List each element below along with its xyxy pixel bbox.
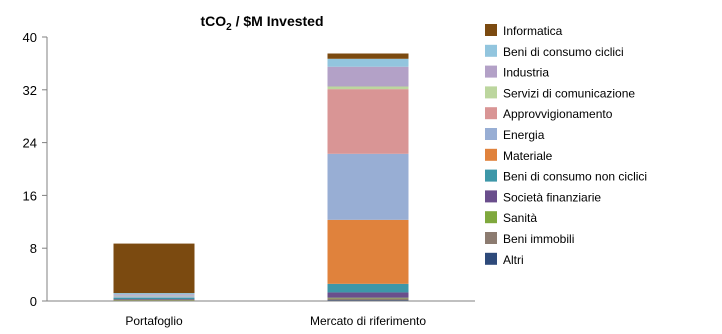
legend-item: Beni di consumo non ciclici: [485, 169, 647, 184]
legend-swatch: [485, 44, 497, 57]
chart-title: tCO2 / $M Invested: [200, 13, 323, 33]
y-tick-label: 0: [30, 294, 37, 309]
legend-label: Sanità: [503, 211, 537, 225]
legend-swatch: [485, 107, 497, 120]
legend-item: Beni immobili: [485, 232, 574, 246]
chart-title-main: tCO: [200, 13, 226, 29]
legend-swatch: [485, 169, 497, 182]
legend-swatch: [485, 190, 497, 203]
legend-swatch: [485, 148, 497, 161]
legend-swatch: [485, 211, 497, 224]
legend-swatch: [485, 86, 497, 99]
y-tick-label: 8: [30, 241, 37, 256]
legend: Informatica Beni di consumo ciclici Indust…: [485, 24, 647, 267]
legend-label: Beni immobili: [503, 232, 574, 246]
bar-segment: [327, 219, 409, 284]
bar-segment: [327, 58, 409, 67]
bar-segment: [327, 66, 409, 87]
legend-item: Sanità: [485, 211, 537, 225]
bar-stack: [113, 243, 195, 301]
y-tick-label: 40: [23, 30, 37, 45]
bar-segment: [327, 89, 409, 154]
bar-segment: [113, 293, 195, 295]
bars: [113, 53, 409, 301]
bar-segment: [113, 299, 195, 300]
x-category-label: Mercato di riferimento: [310, 314, 426, 328]
bar-segment: [113, 243, 195, 294]
y-tick-label: 24: [23, 136, 37, 151]
legend-item: Energia: [485, 128, 545, 142]
legend-label: Materiale: [503, 149, 553, 163]
bar-segment: [327, 298, 409, 301]
legend-label: Approvvigionamento: [503, 107, 613, 121]
bar-segment: [327, 292, 409, 298]
legend-item: Altri: [485, 253, 524, 267]
bar-segment: [327, 297, 409, 299]
legend-swatch: [485, 232, 497, 244]
y-tick-label: 16: [23, 188, 37, 203]
chart-title-rest: / $M Invested: [232, 13, 324, 29]
bar-segment: [113, 300, 195, 301]
bar-stack: [327, 53, 409, 301]
legend-item: Informatica: [485, 24, 563, 38]
legend-label: Altri: [503, 253, 524, 267]
legend-item: Società finanziarie: [485, 190, 601, 204]
legend-label: Beni di consumo non ciclici: [503, 170, 647, 184]
legend-label: Beni di consumo ciclici: [503, 45, 624, 59]
legend-item: Industria: [485, 65, 549, 80]
legend-swatch: [485, 24, 497, 36]
bar-segment: [327, 300, 409, 301]
bar-segment: [113, 297, 195, 300]
x-category-label: Portafoglio: [125, 314, 183, 328]
legend-item: Approvvigionamento: [485, 107, 613, 121]
x-axis: Portafoglio Mercato di riferimento: [47, 300, 475, 328]
bar-segment: [113, 296, 195, 298]
legend-label: Industria: [503, 66, 549, 80]
bar-segment: [327, 153, 409, 220]
legend-label: Società finanziarie: [503, 190, 601, 204]
legend-item: Servizi di comunicazione: [485, 86, 635, 100]
y-axis: 0 8 16 24 32 40: [23, 30, 48, 309]
bar-segment: [113, 299, 195, 301]
chart-title-subscript: 2: [226, 22, 232, 33]
legend-swatch: [485, 128, 497, 140]
bar-segment: [113, 295, 195, 297]
bar-segment: [327, 86, 409, 90]
bar-segment: [327, 53, 409, 59]
y-tick-label: 32: [23, 83, 37, 98]
legend-label: Servizi di comunicazione: [503, 86, 635, 100]
bar-segment: [327, 283, 409, 293]
legend-item: Beni di consumo ciclici: [485, 44, 624, 59]
bar-segment: [113, 294, 195, 296]
legend-item: Materiale: [485, 148, 553, 163]
legend-label: Informatica: [503, 24, 563, 38]
legend-swatch: [485, 252, 497, 265]
legend-label: Energia: [503, 128, 545, 142]
legend-swatch: [485, 65, 497, 78]
